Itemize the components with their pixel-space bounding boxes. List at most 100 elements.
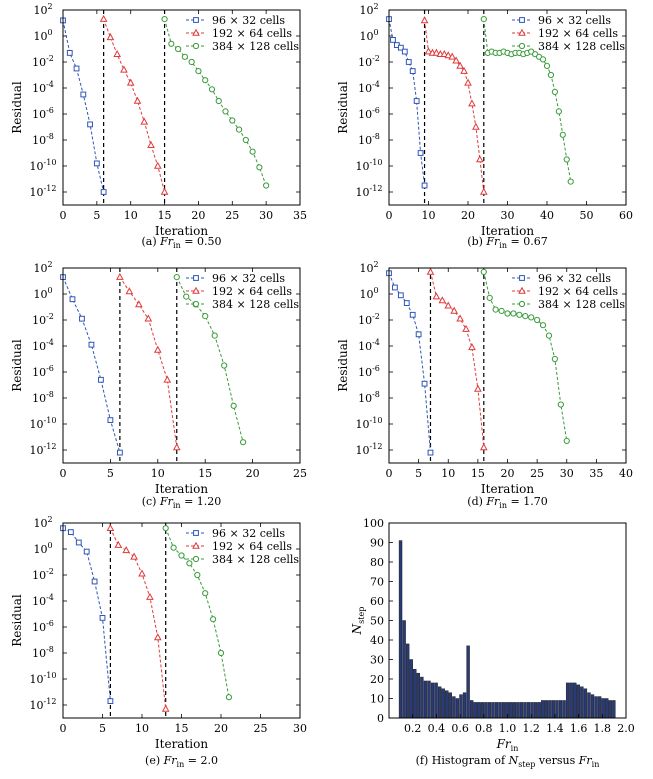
x-tick-label: 1.6 <box>570 722 588 735</box>
x-tick-label: 5 <box>93 209 100 222</box>
x-tick-label: 10 <box>124 209 138 222</box>
x-tick-label: 0.8 <box>475 722 493 735</box>
panel-b: 0 10 20 30 40 50 60 102 100 10-2 10-4 10-6 10-8 10-10… <box>336 2 633 250</box>
histogram-bar <box>516 702 520 719</box>
y-tick-label: 100 <box>363 517 384 530</box>
x-tick-label: 30 <box>259 209 273 222</box>
x-tick-label: 40 <box>619 467 633 480</box>
y-tick-label: 102 <box>359 2 378 17</box>
y-tick-label: 10-2 <box>358 54 380 69</box>
data-point <box>222 108 229 115</box>
legend-label: 384 × 128 cells <box>212 553 299 566</box>
plot-frame <box>388 267 627 464</box>
data-point <box>405 59 412 65</box>
data-point <box>125 287 134 295</box>
data-point <box>448 52 457 60</box>
y-tick-label: 10-12 <box>356 442 383 457</box>
data-point <box>175 45 182 53</box>
data-point <box>444 301 453 309</box>
data-point <box>113 49 122 57</box>
data-point <box>160 187 169 195</box>
data-point <box>161 16 168 23</box>
y-tick-label: 30 <box>370 654 384 667</box>
data-point <box>522 313 529 320</box>
x-axis-label: Iteration <box>155 482 208 496</box>
histogram-bar <box>587 692 591 719</box>
y-tick-label: 10-4 <box>32 80 54 95</box>
data-point <box>392 284 398 291</box>
histogram-bar <box>555 700 559 719</box>
legend-marker <box>518 28 526 36</box>
data-point <box>221 362 228 369</box>
data-point <box>421 182 428 189</box>
data-point <box>559 131 566 138</box>
y-tick-label: 10-6 <box>32 364 54 379</box>
legend-label: 384 × 128 cells <box>538 40 625 53</box>
data-point <box>420 16 429 24</box>
data-point <box>462 324 470 332</box>
legend-label: 384 × 128 cells <box>212 40 299 53</box>
data-point <box>413 98 420 104</box>
data-point <box>172 443 181 451</box>
data-point <box>567 178 574 185</box>
data-point <box>390 37 396 43</box>
data-point <box>162 525 169 532</box>
data-point <box>163 375 172 383</box>
data-point <box>116 272 124 280</box>
data-point <box>539 56 547 63</box>
y-tick-label: 10-2 <box>32 312 54 327</box>
data-point <box>397 44 404 51</box>
data-point <box>235 126 243 133</box>
x-tick-label: 20 <box>214 722 228 735</box>
histogram-bar <box>573 682 577 719</box>
y-axis-label: Nstep <box>350 607 366 636</box>
data-point <box>217 649 225 657</box>
y-tick-label: 100 <box>359 286 378 301</box>
data-point <box>426 267 435 275</box>
x-tick-label: 25 <box>293 467 307 480</box>
histogram-bar <box>452 696 456 719</box>
histogram-bar <box>494 702 499 719</box>
histogram-bar <box>427 680 431 719</box>
x-axis-label: Iteration <box>155 737 208 751</box>
y-tick-label: 102 <box>33 515 52 530</box>
data-point <box>249 148 256 155</box>
x-axis-label: Iteration <box>481 224 534 238</box>
data-point <box>452 56 460 64</box>
data-point <box>170 544 177 551</box>
data-point <box>551 355 559 363</box>
legend-label: 192 × 64 cells <box>212 285 292 298</box>
data-point <box>263 182 270 189</box>
histogram-bar <box>413 669 417 719</box>
data-point <box>98 376 104 383</box>
series-line-1 <box>109 527 167 709</box>
histogram-bar <box>402 620 406 719</box>
data-point <box>202 590 209 597</box>
y-tick-label: 70 <box>370 576 384 589</box>
histogram-bar <box>612 700 616 719</box>
x-tick-label: 60 <box>619 209 633 222</box>
legend-label: 96 × 32 cells <box>538 272 611 285</box>
x-tick-label: 0 <box>60 722 67 735</box>
x-tick-label: 20 <box>461 209 475 222</box>
histogram-bar <box>416 672 421 719</box>
histogram-bar <box>605 698 609 719</box>
y-tick-label: 100 <box>33 28 52 43</box>
legend-marker <box>193 530 199 536</box>
x-tick-label: 0 <box>386 467 393 480</box>
x-tick-label: 0 <box>386 209 393 222</box>
data-point <box>73 65 80 72</box>
legend-label: 96 × 32 cells <box>212 272 285 285</box>
histogram-bar <box>576 684 580 719</box>
y-tick-label: 90 <box>370 537 384 550</box>
data-point <box>472 122 480 130</box>
legend-marker <box>519 17 525 23</box>
y-tick-label: 10-8 <box>32 390 54 405</box>
x-tick-label: 15 <box>198 467 212 480</box>
data-point <box>450 306 459 314</box>
data-point <box>208 86 216 93</box>
y-tick-label: 102 <box>33 260 52 275</box>
legend-label: 192 × 64 cells <box>212 27 292 40</box>
